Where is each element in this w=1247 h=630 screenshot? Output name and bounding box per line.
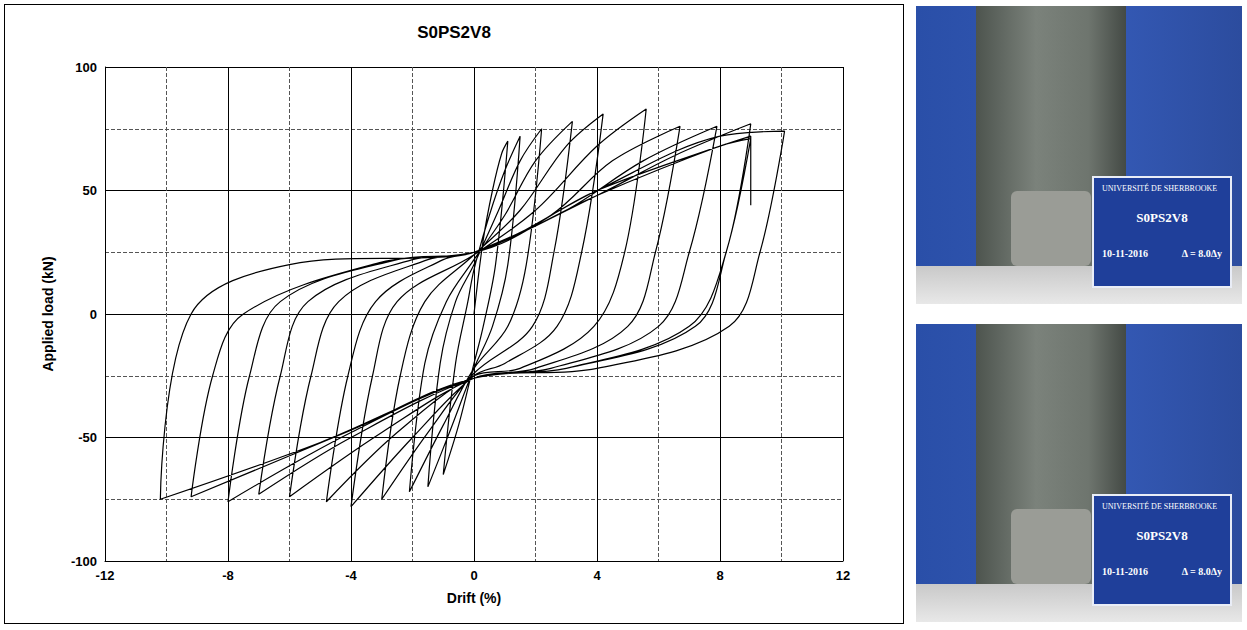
svg-text:8: 8	[716, 568, 723, 583]
svg-text:-4: -4	[345, 568, 357, 583]
html-text:S0PS2V8: S0PS2V8	[1136, 210, 1188, 225]
svg-text:0: 0	[470, 568, 477, 583]
svg-text:-50: -50	[78, 430, 97, 445]
svg-text:0: 0	[90, 307, 97, 322]
svg-text:50: 50	[83, 183, 97, 198]
svg-text:4: 4	[593, 568, 601, 583]
svg-text:-8: -8	[222, 568, 234, 583]
html-text:10-11-2016: 10-11-2016	[1102, 566, 1149, 577]
html-text:Δ = 8.0Δy: Δ = 8.0Δy	[1181, 248, 1222, 259]
html-text:UNIVERSITÉ DE SHERBROOKE: UNIVERSITÉ DE SHERBROOKE	[1102, 502, 1218, 511]
svg-text:-100: -100	[71, 554, 97, 569]
html-text:UNIVERSITÉ DE SHERBROOKE: UNIVERSITÉ DE SHERBROOKE	[1102, 184, 1218, 193]
svg-text:S0PS2V8: S0PS2V8	[417, 23, 491, 42]
svg-text:Applied load (kN): Applied load (kN)	[40, 256, 56, 371]
svg-text:12: 12	[836, 568, 850, 583]
svg-text:Drift (%): Drift (%)	[447, 590, 501, 606]
svg-text:100: 100	[75, 60, 97, 75]
html-text:10-11-2016: 10-11-2016	[1102, 248, 1149, 259]
html-text:Δ = 8.0Δy: Δ = 8.0Δy	[1181, 566, 1222, 577]
svg-text:-12: -12	[96, 568, 115, 583]
html-text:S0PS2V8: S0PS2V8	[1136, 528, 1188, 543]
